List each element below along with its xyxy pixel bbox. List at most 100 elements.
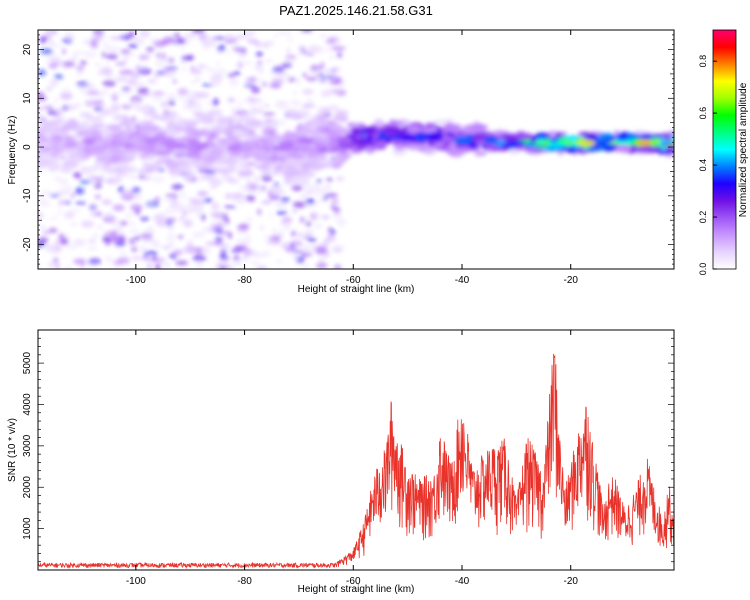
heatmap-cell [313,223,323,229]
heatmap-cell [101,51,106,59]
heatmap-cell [103,140,113,148]
heatmap-cell [260,158,272,164]
colorbar-gradient [712,29,737,270]
x-tick-label: -80 [237,275,252,286]
heatmap-cell [183,119,199,127]
heatmap-cell [268,185,283,193]
heatmap-cell [94,194,101,200]
heatmap-cell [120,49,131,54]
heatmap-cell [166,127,181,137]
x-tick-label: -100 [126,275,146,286]
heatmap-cell [86,116,104,123]
heatmap-cell [306,151,321,157]
heatmap-cell [261,250,271,257]
heatmap-cell [474,149,484,157]
heatmap-cell [189,157,196,164]
heatmap-cell [332,155,345,160]
heatmap-cell [354,134,363,140]
heatmap-cell [64,135,73,143]
heatmap-cell [50,79,59,87]
heatmap-cell [586,133,598,141]
heatmap-cell [138,245,149,250]
heatmap-cell [50,57,62,64]
heatmap-cell [202,45,210,51]
heatmap-cell [205,67,215,73]
heatmap-cell [60,88,72,93]
heatmap-cell [119,121,128,126]
heatmap-cell [155,51,162,59]
heatmap-cell [39,37,47,44]
heatmap-cell [48,228,58,233]
heatmap-cell [165,209,174,213]
heatmap-cell [275,259,283,264]
heatmap-cell [250,85,261,94]
heatmap-cell [43,105,54,110]
heatmap-cell [95,70,110,76]
heatmap-cell [73,258,87,265]
heatmap-cell [232,260,243,266]
heatmap-cell [131,82,145,86]
heatmap-cell [330,198,339,205]
heatmap-cell [48,216,60,220]
heatmap-cell [246,120,263,127]
x-tick-label: -80 [237,576,252,587]
heatmap-cell [223,34,236,42]
heatmap-cell [282,132,300,142]
heatmap-cell [261,121,271,128]
heatmap-cell [262,40,275,46]
heatmap-cell [163,198,177,202]
heatmap-cell [185,170,195,176]
heatmap-cell [317,199,324,203]
heatmap-cell [243,83,256,88]
heatmap-cell [269,156,279,163]
heatmap-cell [154,263,161,269]
heatmap-cell [109,230,118,238]
heatmap-cell [227,72,237,79]
heatmap-cell [134,235,141,241]
heatmap-cell [121,220,128,226]
heatmap-cell [449,141,457,150]
heatmap-cell [188,197,196,203]
heatmap-cell [231,149,241,156]
heatmap-cell [175,136,187,143]
heatmap-cell [269,81,282,89]
snr-y-ticks: 1000 2000 3000 4000 5000 [22,329,674,571]
heatmap-cell [310,162,323,171]
heatmap-cell [306,198,316,205]
heatmap-cell [195,210,201,219]
heatmap-cell [317,80,329,85]
heatmap-cell [242,254,250,262]
heatmap-cell [83,39,90,45]
heatmap-cell [246,177,251,184]
heatmap-cell [336,137,352,146]
heatmap-cell [183,125,196,135]
heatmap-cell [39,190,53,195]
heatmap-cell [209,178,223,187]
heatmap-cell [87,238,96,244]
heatmap-cell [95,225,105,230]
colorbar-tick-label: 0.0 [698,263,708,276]
heatmap-cell [93,106,102,112]
snr-series-line [38,353,674,570]
y-tick-label: 0 [22,144,33,150]
heatmap-cell [423,142,430,152]
heatmap-cell [139,216,150,221]
heatmap-cell [89,212,97,217]
heatmap-cell [166,233,176,241]
heatmap-cell [287,77,297,82]
heatmap-cell [214,167,233,174]
heatmap-cell [281,72,292,79]
heatmap-cell [38,111,43,117]
heatmap-cell [154,160,166,166]
heatmap-cell [336,51,343,59]
heatmap-cell [246,250,260,256]
heatmap-cell [138,54,150,61]
heatmap-cell [52,156,61,163]
heatmap-cell [67,155,85,164]
heatmap-cell [287,114,304,119]
heatmap-cell [65,32,76,41]
heatmap-cell [331,162,342,169]
heatmap-cell [124,153,137,159]
heatmap-cell [214,123,230,130]
heatmap-cell [302,104,316,108]
